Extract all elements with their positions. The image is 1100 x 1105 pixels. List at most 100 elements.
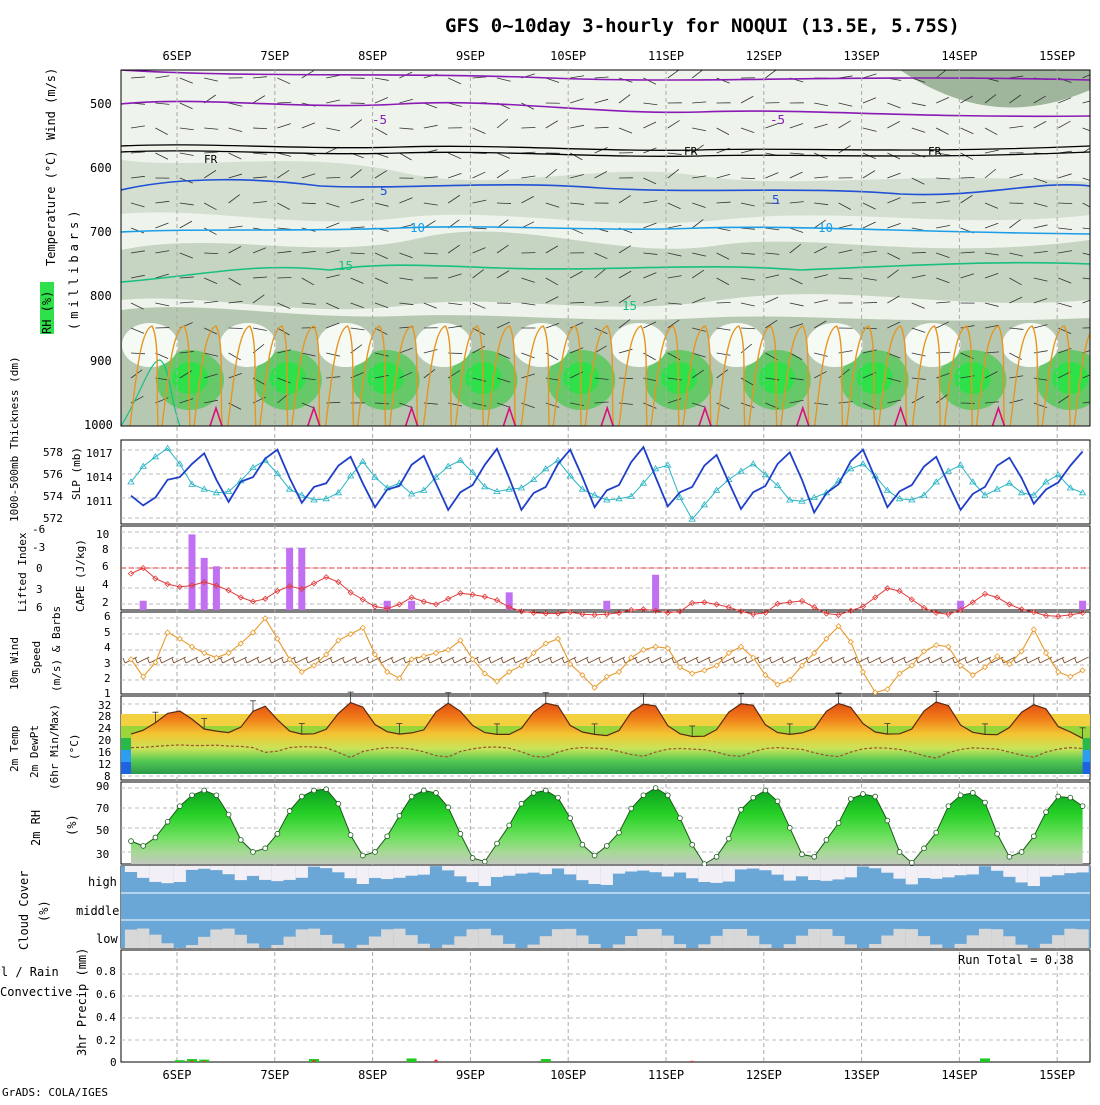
- wind-barb-29: [479, 657, 491, 663]
- cloud-low-75: [1040, 944, 1052, 948]
- cloud-low-54: [784, 944, 796, 948]
- thickness-tick-574: 574: [43, 490, 63, 503]
- cloud-high-gap-66: [930, 866, 942, 879]
- wind-barb-57: [820, 657, 832, 663]
- cloud-low-8: [223, 929, 235, 948]
- cloud-high-gap-33: [528, 866, 540, 873]
- cloud-low-50: [735, 929, 747, 948]
- wind-barb-flag-57: [818, 658, 820, 663]
- wind-barb-76: [1052, 657, 1064, 663]
- wind-barb-47: [698, 657, 710, 663]
- rh-point-51: [751, 795, 756, 800]
- wind-barb-30: [491, 657, 503, 663]
- wind-barb-22: [393, 657, 405, 663]
- wind-speed-line: [131, 618, 1083, 692]
- ytick-600: 600: [90, 161, 112, 175]
- ylabel-thickness: 1000-500mb Thickness (dm): [8, 356, 21, 522]
- wind-barb-flag-19: [355, 658, 357, 663]
- cloud-low-64: [906, 929, 918, 948]
- rh-point-29: [482, 859, 487, 864]
- wind-barb-flag-44: [660, 658, 662, 663]
- slp-tick-1014: 1014: [86, 471, 113, 484]
- cloud-low-9: [235, 935, 247, 948]
- rh-point-69: [970, 790, 975, 795]
- cloud-high-gap-40: [613, 866, 625, 874]
- li-tick-m3: -3: [32, 541, 45, 554]
- rh-point-42: [641, 793, 646, 798]
- dry-pocket-5: [611, 323, 667, 367]
- li-tick-0: 0: [36, 562, 43, 575]
- rh-tick-70: 70: [96, 802, 109, 815]
- bottom-date-11SEP: 11SEP: [648, 1068, 684, 1082]
- cloud-high-gap-7: [210, 866, 222, 870]
- wind-speed-point-47: [702, 668, 707, 673]
- precip-total-70: [980, 1058, 990, 1062]
- cloud-low-65: [918, 936, 930, 948]
- wind-barb-flag-77: [1062, 658, 1064, 663]
- ylabel-2m-dewpt: 2m DewPt: [28, 725, 41, 778]
- rh-point-54: [787, 825, 792, 830]
- temp-area: [131, 702, 1083, 774]
- wind-barb-flag-51: [745, 658, 747, 663]
- thickness-tick-572: 572: [43, 512, 63, 525]
- wind-speed-point-43: [653, 644, 658, 649]
- wind-barb-flag-78: [1075, 658, 1077, 663]
- rh-point-33: [531, 790, 536, 795]
- rh-point-48: [714, 854, 719, 859]
- wind-barb-73: [1016, 657, 1028, 663]
- rh-point-74: [1031, 834, 1036, 839]
- cloud-high-gap-58: [833, 866, 845, 879]
- cloud-high-gap-11: [259, 866, 271, 880]
- bottom-date-13SEP: 13SEP: [844, 1068, 880, 1082]
- cloud-low-3: [162, 943, 174, 948]
- cape-bar-23: [408, 601, 415, 610]
- contour-label-minus5-a: -5: [372, 112, 387, 127]
- rh-point-27: [458, 831, 463, 836]
- cloud-label-low: low: [96, 932, 118, 946]
- rh-point-67: [946, 804, 951, 809]
- cloud-high-gap-43: [650, 866, 662, 872]
- cloud-high-gap-31: [503, 866, 515, 876]
- contour-label-15-a: 15: [338, 258, 353, 273]
- rh-point-19: [360, 853, 365, 858]
- wind-barb-43: [650, 657, 662, 663]
- cloud-high-gap-78: [1077, 866, 1089, 872]
- cloud-low-37: [576, 935, 588, 948]
- cloud-high-gap-1: [137, 866, 149, 878]
- rh-point-66: [934, 830, 939, 835]
- cloud-low-51: [747, 936, 759, 948]
- ylabel-total-rain: Total / Rain: [0, 965, 59, 979]
- wind-tick-2: 2: [104, 672, 111, 685]
- cloud-high-gap-76: [1052, 866, 1064, 875]
- contour-label-fr-c: FR: [928, 145, 942, 158]
- li-tick-m6: -6: [32, 523, 45, 536]
- cloud-low-38: [589, 944, 601, 948]
- wind-barb-70: [979, 657, 991, 663]
- cloud-high-gap-65: [918, 866, 930, 878]
- top-date-9SEP: 9SEP: [456, 49, 485, 63]
- bottom-date-10SEP: 10SEP: [550, 1068, 586, 1082]
- wind-barb-flag-2: [147, 658, 149, 663]
- rh-yaxis: 90 70 50 30 2m RH (%): [29, 780, 109, 861]
- rh-point-7: [214, 793, 219, 798]
- wind-barb-flag-10: [245, 658, 247, 663]
- wind-barb-flag-22: [391, 658, 393, 663]
- cloud-low-41: [625, 936, 637, 948]
- dry-pocket-1: [220, 323, 276, 367]
- cloud-low-33: [528, 945, 540, 948]
- li-tick-6: 6: [36, 601, 43, 614]
- thickness-tick-578: 578: [43, 446, 63, 459]
- rh-point-22: [397, 813, 402, 818]
- top-date-15SEP: 15SEP: [1039, 49, 1075, 63]
- rh-point-34: [543, 788, 548, 793]
- wind-barb-12: [271, 657, 283, 663]
- cloud-high-gap-37: [576, 866, 588, 880]
- rh-point-43: [653, 786, 658, 791]
- rh-point-62: [885, 818, 890, 823]
- rh-point-60: [861, 792, 866, 797]
- rh-point-2: [153, 835, 158, 840]
- cloud-high-gap-13: [284, 866, 296, 880]
- contour-label-5-a: 5: [380, 183, 388, 198]
- wind-tick-5: 5: [104, 626, 111, 639]
- wind-barb-38: [589, 657, 601, 663]
